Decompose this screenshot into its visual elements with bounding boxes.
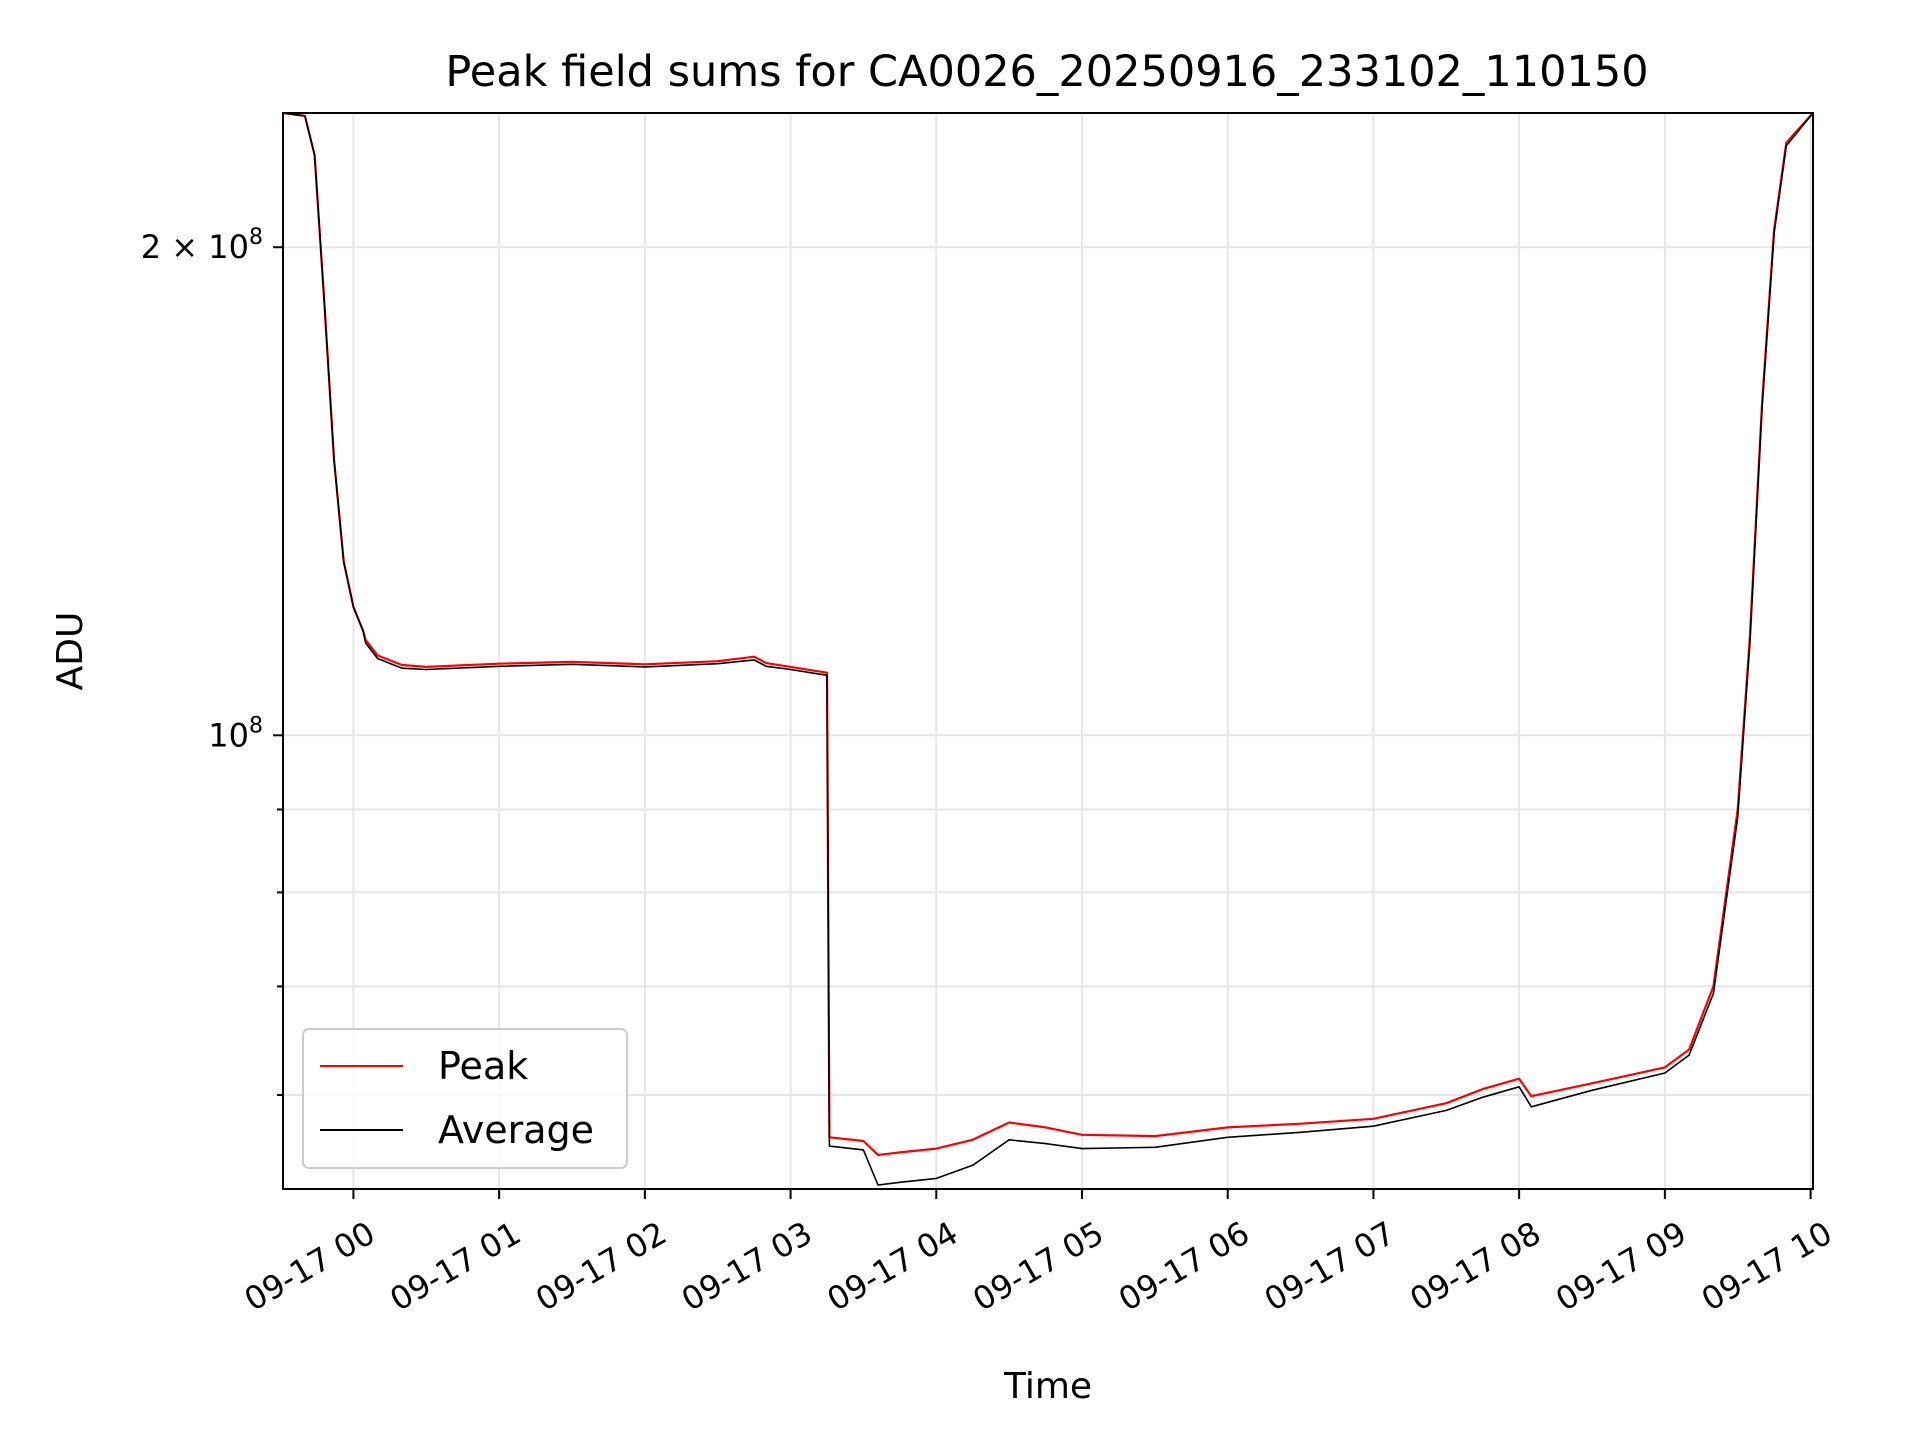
series-line-average <box>283 113 1813 1186</box>
y-tick-base: 10 <box>208 228 249 266</box>
y-tick-exponent: 8 <box>249 225 263 250</box>
chart-title: Peak field sums for CA0026_20250916_2331… <box>445 47 1648 97</box>
x-axis-label: Time <box>1003 1366 1092 1407</box>
y-tick-exponent: 8 <box>249 713 263 738</box>
y-tick-label: 108 <box>208 713 263 754</box>
y-tick-label: 2 × 108 <box>141 225 263 266</box>
plot-frame <box>282 112 1814 1190</box>
series-layer <box>283 113 1813 1186</box>
legend: Peak Average <box>302 1028 628 1169</box>
y-axis-label: ADU <box>50 612 91 691</box>
legend-average-label: Average <box>438 1108 594 1152</box>
y-tick-base: 10 <box>208 716 249 754</box>
grid <box>283 113 1813 1189</box>
legend-box <box>302 1028 628 1169</box>
legend-peak-label: Peak <box>438 1044 528 1088</box>
y-tick-mantissa: 2 × <box>141 228 209 266</box>
